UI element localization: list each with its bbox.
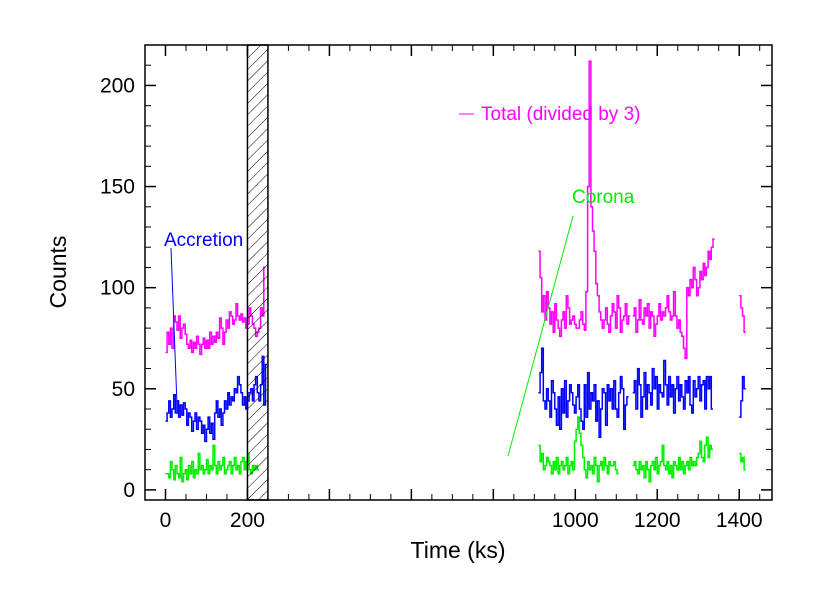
- series-1-segment-1: [538, 347, 629, 439]
- x-tick-label: 0: [160, 509, 172, 532]
- x-axis-title: Time (ks): [411, 537, 506, 563]
- series-2-segment-3: [739, 452, 746, 471]
- series-2-segment-0: [165, 444, 259, 483]
- series-1-segment-3: [739, 375, 746, 418]
- series-0-segment-1: [538, 60, 631, 337]
- corona-label: Corona: [572, 187, 635, 208]
- series-2-segment-1: [538, 416, 619, 483]
- x-tick-label: 200: [230, 509, 265, 532]
- excluded-time-region: [246, 44, 269, 501]
- corona-pointer: [507, 215, 574, 457]
- y-tick-label: 50: [112, 378, 135, 401]
- y-tick-label: 100: [100, 277, 135, 300]
- accretion-label: Accretion: [164, 230, 243, 251]
- series-1-segment-2: [632, 359, 713, 418]
- x-tick-label: 1000: [552, 509, 599, 532]
- series-0-segment-2: [632, 238, 715, 360]
- x-tick-label: 1200: [634, 509, 681, 532]
- accretion-pointer: [170, 247, 178, 406]
- series-2-segment-2: [632, 436, 713, 483]
- y-tick-label: 200: [100, 74, 135, 97]
- series-layer: [165, 60, 746, 483]
- y-tick-label: 0: [123, 479, 135, 502]
- plot-frame: [144, 44, 773, 501]
- y-axis-title: Counts: [45, 236, 71, 309]
- x-tick-label: 1400: [716, 509, 763, 532]
- total-label: Total (divided by 3): [481, 104, 640, 125]
- tick-layer: 0 200 1000 1200 1400 0 50 100 150 200: [100, 45, 772, 532]
- series-0-segment-3: [739, 295, 746, 333]
- y-tick-label: 150: [100, 176, 135, 199]
